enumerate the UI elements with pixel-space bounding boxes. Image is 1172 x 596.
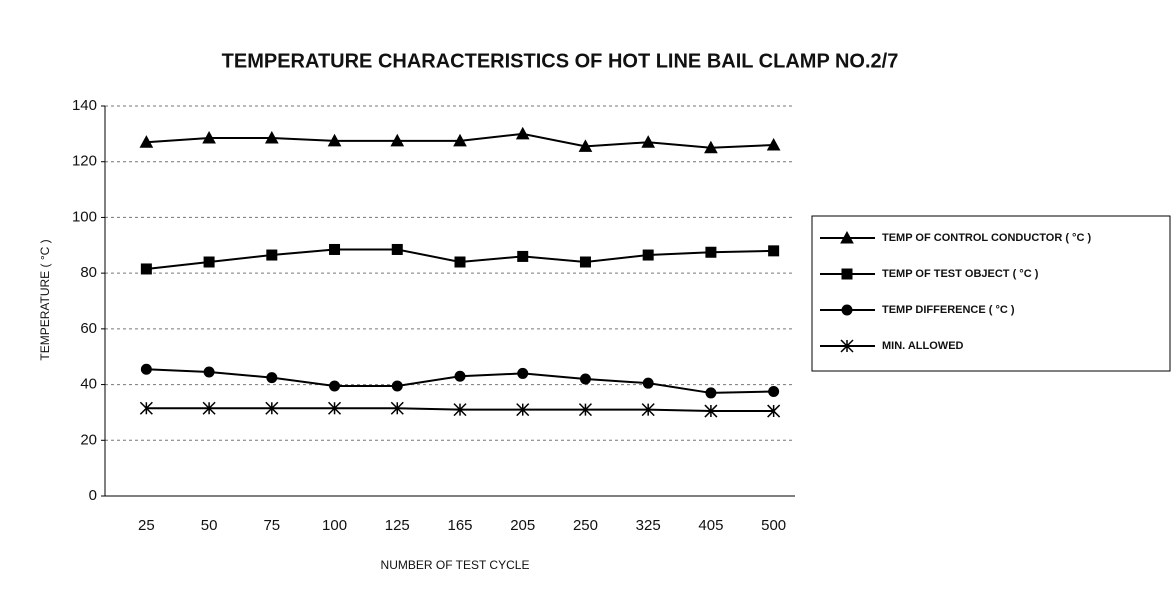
marker-square bbox=[642, 249, 654, 261]
x-tick-label: 500 bbox=[761, 517, 786, 534]
marker-square bbox=[203, 256, 215, 268]
marker-x bbox=[516, 403, 530, 417]
marker-x bbox=[453, 403, 467, 417]
marker-circle bbox=[768, 386, 780, 398]
marker-x bbox=[390, 401, 404, 415]
marker-circle bbox=[579, 373, 591, 385]
marker-square bbox=[579, 256, 591, 268]
x-tick-label: 325 bbox=[636, 517, 661, 534]
marker-square bbox=[841, 268, 853, 280]
marker-circle bbox=[391, 380, 403, 392]
marker-triangle bbox=[453, 133, 467, 147]
y-tick-label: 0 bbox=[89, 487, 97, 504]
marker-square bbox=[768, 245, 780, 257]
marker-x bbox=[641, 403, 655, 417]
marker-circle bbox=[642, 377, 654, 389]
marker-circle bbox=[329, 380, 341, 392]
marker-circle bbox=[203, 366, 215, 378]
marker-triangle bbox=[515, 126, 530, 140]
marker-triangle bbox=[264, 130, 279, 144]
marker-x bbox=[578, 403, 592, 417]
marker-square bbox=[391, 243, 403, 255]
marker-circle bbox=[841, 304, 853, 316]
x-tick-label: 75 bbox=[263, 517, 280, 534]
marker-triangle bbox=[578, 139, 593, 152]
marker-circle bbox=[517, 367, 529, 379]
y-tick-label: 80 bbox=[80, 264, 97, 281]
marker-square bbox=[454, 256, 466, 268]
marker-circle bbox=[705, 387, 717, 399]
y-tick-label: 100 bbox=[72, 208, 97, 225]
marker-circle bbox=[140, 363, 152, 375]
marker-square bbox=[329, 243, 341, 255]
x-tick-label: 205 bbox=[510, 517, 535, 534]
marker-x bbox=[328, 401, 342, 415]
marker-circle bbox=[266, 372, 278, 384]
marker-triangle bbox=[840, 230, 854, 244]
marker-x bbox=[139, 401, 153, 415]
legend-label: TEMP DIFFERENCE ( °C ) bbox=[882, 304, 1015, 316]
marker-x bbox=[767, 404, 781, 418]
marker-square bbox=[266, 249, 278, 261]
y-tick-label: 140 bbox=[72, 97, 97, 114]
marker-square bbox=[705, 246, 717, 258]
x-tick-label: 125 bbox=[385, 517, 410, 534]
chart-title: TEMPERATURE CHARACTERISTICS OF HOT LINE … bbox=[222, 50, 899, 72]
x-tick-label: 165 bbox=[447, 517, 472, 534]
x-tick-label: 405 bbox=[698, 517, 723, 534]
marker-triangle bbox=[766, 137, 781, 151]
y-tick-label: 60 bbox=[80, 320, 97, 337]
marker-triangle bbox=[704, 140, 718, 154]
marker-x bbox=[840, 339, 854, 353]
x-tick-label: 100 bbox=[322, 517, 347, 534]
x-tick-label: 250 bbox=[573, 517, 598, 534]
marker-x bbox=[265, 401, 279, 415]
marker-triangle bbox=[390, 133, 405, 147]
x-tick-label: 25 bbox=[138, 517, 155, 534]
y-tick-label: 120 bbox=[72, 153, 97, 170]
x-tick-label: 50 bbox=[201, 517, 218, 534]
x-axis-title: NUMBER OF TEST CYCLE bbox=[381, 558, 530, 572]
marker-triangle bbox=[327, 133, 342, 147]
legend-label: MIN. ALLOWED bbox=[882, 340, 964, 352]
marker-circle bbox=[454, 370, 466, 382]
marker-square bbox=[140, 263, 152, 275]
marker-square bbox=[517, 250, 529, 262]
marker-x bbox=[704, 404, 718, 418]
legend-label: TEMP OF CONTROL CONDUCTOR ( °C ) bbox=[882, 232, 1091, 244]
y-tick-label: 20 bbox=[80, 431, 97, 448]
marker-x bbox=[202, 401, 216, 415]
y-axis-title: TEMPERATURE ( °C ) bbox=[38, 239, 52, 360]
y-tick-label: 40 bbox=[80, 376, 97, 393]
legend-label: TEMP OF TEST OBJECT ( °C ) bbox=[882, 268, 1039, 280]
marker-triangle bbox=[641, 135, 656, 148]
marker-triangle bbox=[139, 135, 154, 148]
marker-triangle bbox=[202, 130, 216, 144]
